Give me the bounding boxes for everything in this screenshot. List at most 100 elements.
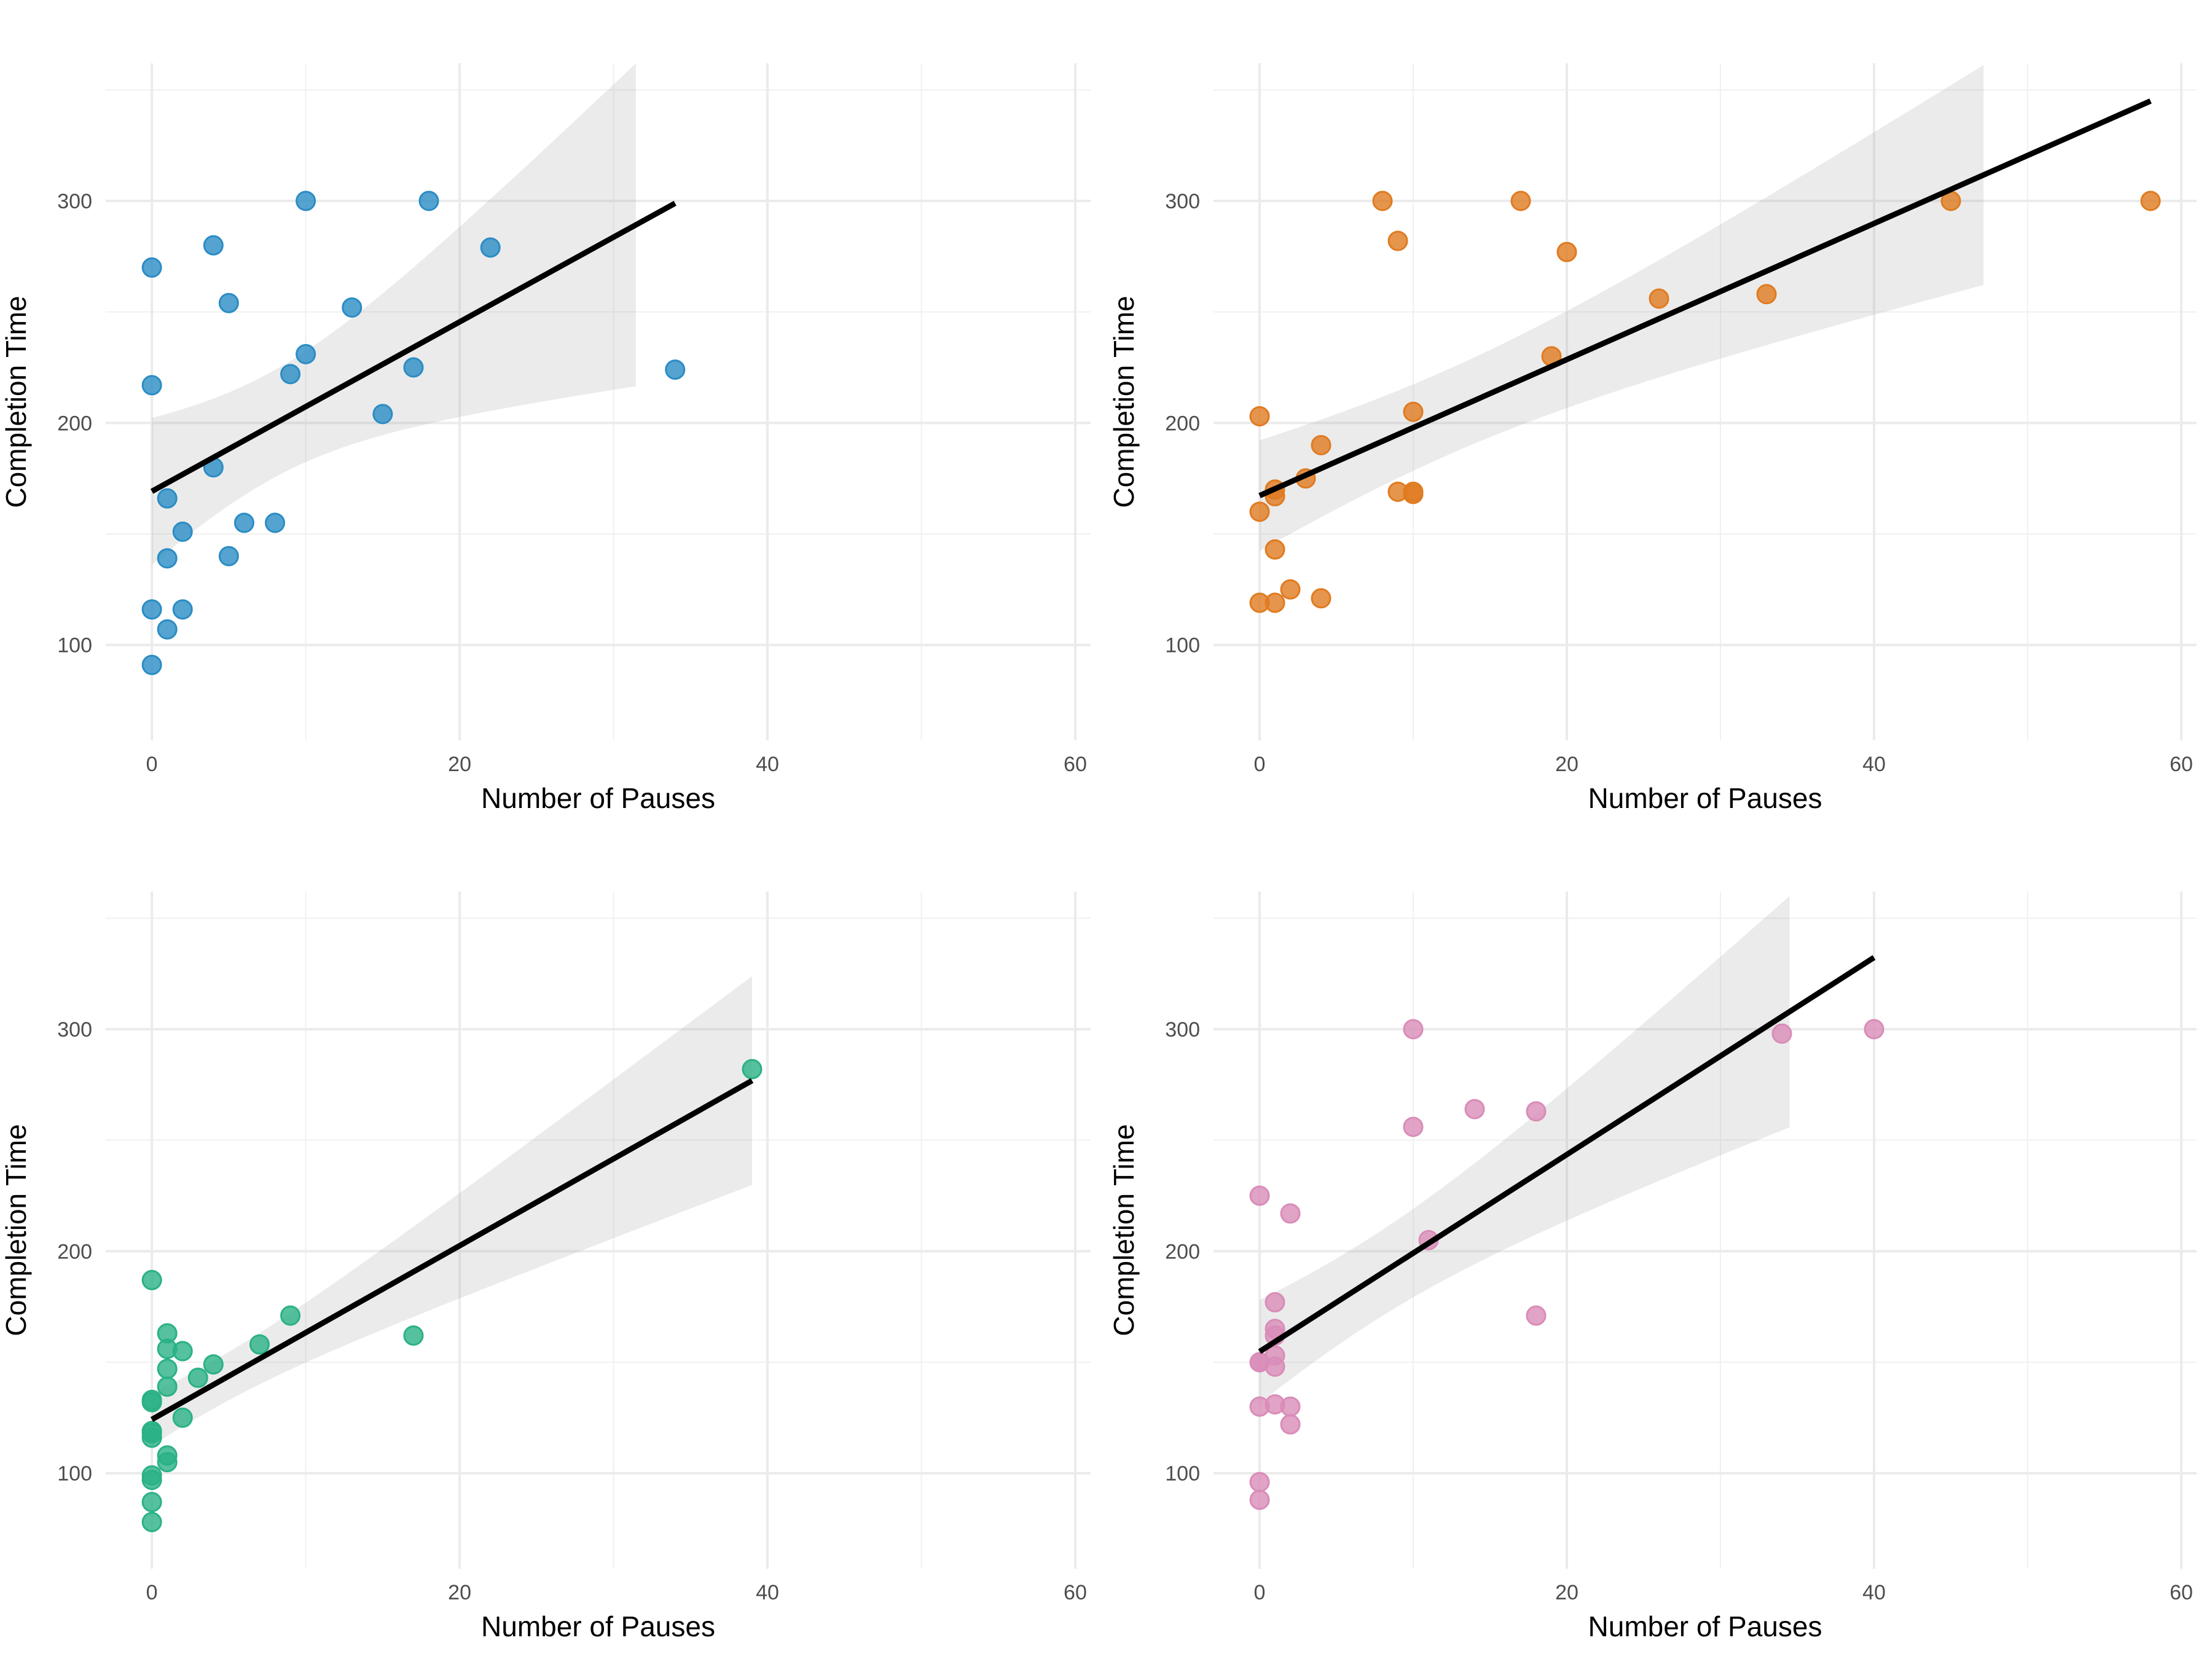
x-tick-label: 20	[448, 753, 471, 776]
data-point	[141, 257, 162, 278]
data-point	[280, 1305, 301, 1326]
x-tick-label: 40	[1862, 753, 1886, 776]
data-point	[1526, 1101, 1547, 1122]
y-tick-label: 100	[1165, 1462, 1200, 1486]
x-tick-label: 20	[1555, 1581, 1579, 1604]
data-point	[1464, 1099, 1485, 1120]
data-point	[172, 1407, 193, 1428]
data-point	[233, 512, 254, 533]
data-point	[296, 190, 316, 211]
data-point	[665, 359, 686, 380]
data-point	[1265, 1292, 1285, 1312]
data-point	[742, 1059, 763, 1080]
data-point	[1280, 1396, 1301, 1417]
data-point	[141, 654, 162, 675]
data-point	[157, 1359, 178, 1379]
data-point	[141, 1392, 162, 1413]
data-point	[480, 237, 501, 258]
y-tick-label: 200	[57, 1240, 92, 1263]
x-tick-label: 40	[1862, 1581, 1886, 1604]
x-tick-label: 60	[2170, 1581, 2193, 1604]
data-point	[280, 364, 301, 385]
data-point	[403, 357, 424, 378]
data-point	[157, 488, 178, 509]
data-point	[157, 619, 178, 640]
data-point	[1265, 539, 1285, 560]
data-point	[1403, 484, 1424, 504]
data-point	[296, 343, 316, 364]
data-point	[141, 1427, 162, 1448]
data-point	[342, 297, 363, 318]
y-axis-title: Completion Time	[0, 1124, 32, 1336]
data-point	[1526, 1305, 1547, 1326]
data-point	[141, 1492, 162, 1513]
panel-3: 0 20 40 60 100 200 300 Number of Pauses Completi…	[0, 892, 1091, 1642]
x-tick-label: 20	[1555, 753, 1579, 776]
trend-line	[1258, 98, 2152, 498]
x-tick-label: 40	[756, 753, 779, 776]
data-point	[1556, 241, 1577, 262]
data-point	[372, 404, 393, 425]
data-point	[1249, 501, 1270, 522]
confidence-band	[152, 976, 752, 1446]
data-point	[403, 1325, 424, 1346]
x-tick-label: 60	[1064, 753, 1087, 776]
data-point	[1265, 592, 1285, 613]
data-point	[1403, 1116, 1424, 1137]
data-point	[1249, 1185, 1270, 1206]
x-axis-title: Number of Pauses	[1588, 782, 1822, 814]
data-point	[1280, 1203, 1301, 1224]
data-point	[1249, 1472, 1270, 1492]
y-tick-label: 100	[57, 1462, 92, 1486]
y-tick-label: 300	[1165, 190, 1200, 213]
data-point	[203, 1354, 224, 1375]
data-point	[141, 599, 162, 620]
confidence-band	[1260, 65, 1984, 551]
panel-2: 0 20 40 60 100 200 300 Number of Pauses Completi…	[1108, 63, 2197, 814]
data-point	[1756, 284, 1777, 305]
x-tick-label: 20	[448, 1581, 471, 1604]
data-point	[218, 546, 239, 567]
data-point	[172, 1341, 193, 1362]
y-tick-label: 200	[57, 412, 92, 435]
confidence-band	[1260, 896, 1790, 1403]
y-axis-title: Completion Time	[0, 296, 32, 508]
trend-line	[150, 200, 677, 494]
data-point	[265, 512, 286, 533]
data-point	[1249, 406, 1270, 426]
panel-4: 0 20 40 60 100 200 300 Number of Pauses Completi…	[1108, 892, 2197, 1642]
x-tick-label: 0	[1254, 753, 1266, 776]
data-point	[1280, 579, 1301, 600]
x-tick-label: 60	[1064, 1581, 1087, 1604]
data-point	[1249, 1489, 1270, 1510]
trend-line	[150, 1078, 754, 1422]
y-axis-title: Completion Time	[1108, 1124, 1140, 1336]
data-point	[1864, 1019, 1885, 1040]
data-point	[141, 1469, 162, 1490]
data-point	[172, 599, 193, 620]
data-point	[218, 292, 239, 313]
y-axis-title: Completion Time	[1108, 296, 1140, 508]
data-point	[141, 1269, 162, 1290]
confidence-band	[152, 63, 636, 565]
x-tick-label: 0	[1254, 1581, 1266, 1604]
data-point	[1372, 190, 1393, 211]
data-point	[157, 1376, 178, 1397]
data-point	[157, 1452, 178, 1473]
x-tick-label: 0	[146, 753, 158, 776]
y-tick-label: 100	[57, 634, 92, 657]
x-tick-label: 0	[146, 1581, 158, 1604]
data-point	[1649, 288, 1669, 309]
data-point	[1403, 401, 1424, 422]
data-point	[1280, 1414, 1301, 1435]
y-tick-label: 300	[1165, 1018, 1200, 1041]
y-tick-label: 200	[1165, 1240, 1200, 1263]
data-point	[1510, 190, 1531, 211]
data-point	[1771, 1023, 1792, 1044]
data-point	[1311, 434, 1332, 455]
x-tick-label: 40	[756, 1581, 779, 1604]
data-point	[187, 1367, 208, 1388]
data-point	[141, 1512, 162, 1532]
y-tick-label: 300	[57, 190, 92, 213]
